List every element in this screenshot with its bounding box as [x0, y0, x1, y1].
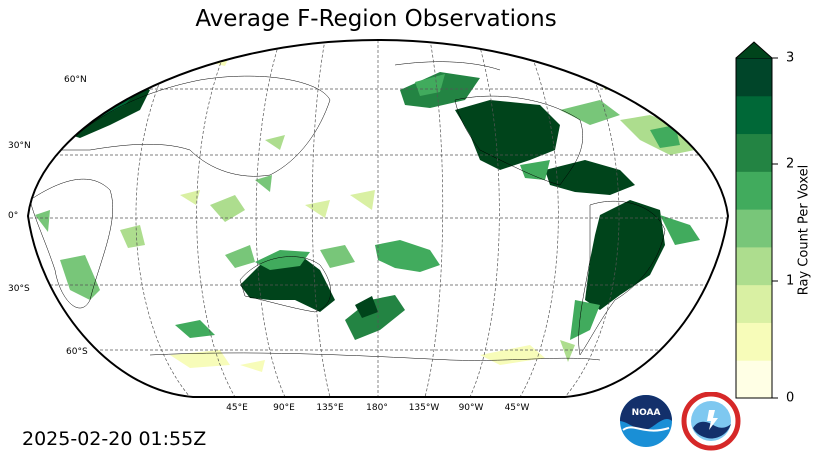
lon-label-135w: 135°W	[408, 403, 440, 413]
colorbar-band	[736, 209, 772, 248]
coastlines	[29, 61, 666, 361]
colorbar-band	[736, 133, 772, 172]
colorbar-tick-2: 2	[786, 156, 795, 172]
lat-label-30s: 30°S	[8, 284, 30, 294]
lat-label-60s: 60°S	[66, 347, 88, 357]
timestamp: 2025-02-20 01:55Z	[22, 428, 207, 450]
lon-label-90w: 90°W	[458, 403, 484, 413]
map-title: Average F-Region Observations	[195, 6, 557, 32]
observation-patches	[35, 55, 700, 372]
colorbar-label: Ray Count Per Voxel	[796, 164, 812, 296]
lat-label-0: 0°	[8, 211, 19, 221]
lat-label-30n: 30°N	[8, 141, 31, 151]
svg-text:NOAA: NOAA	[632, 408, 661, 418]
colorbar-band	[736, 246, 772, 286]
colorbar-band	[736, 171, 772, 210]
colorbar	[735, 41, 778, 399]
lon-label-90e: 90°E	[273, 403, 295, 413]
lon-label-180: 180°	[366, 403, 388, 413]
lon-label-135e: 135°E	[316, 403, 344, 413]
globe-outline	[26, 38, 730, 398]
colorbar-band	[736, 284, 772, 323]
lat-label-60n: 60°N	[64, 75, 87, 85]
world-map	[26, 38, 730, 398]
agency-logos: NOAA	[620, 392, 741, 451]
colorbar-tick-3: 3	[786, 50, 795, 66]
national-weather-service-logo	[681, 392, 741, 451]
colorbar-band	[736, 322, 772, 361]
colorbar-extend-arrow	[735, 41, 773, 59]
noaa-logo: NOAA	[620, 395, 672, 447]
colorbar-band	[736, 360, 772, 399]
lon-label-45e: 45°E	[226, 403, 248, 413]
colorbar-band	[736, 58, 772, 97]
colorbar-tick-1: 1	[786, 273, 795, 289]
lon-label-45w: 45°W	[504, 403, 530, 413]
colorbar-band	[736, 95, 772, 135]
colorbar-tick-0: 0	[786, 390, 795, 406]
